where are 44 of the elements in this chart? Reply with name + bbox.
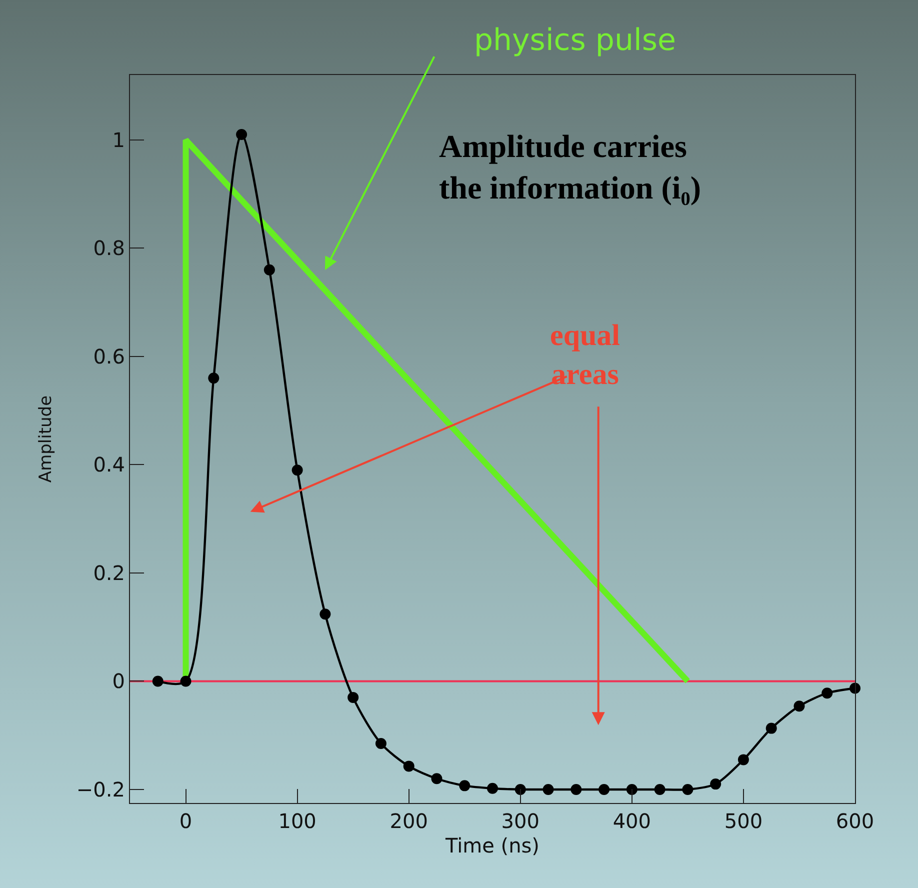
point (292, 464, 303, 476)
point (403, 760, 414, 772)
point (514, 784, 526, 795)
y-tick-label: 0 (112, 669, 125, 694)
x-tick-label: 500 (724, 809, 763, 833)
point (431, 773, 442, 784)
point (375, 738, 386, 749)
point (459, 780, 470, 792)
point (320, 608, 331, 620)
point (682, 784, 694, 795)
x-tick-label: 0 (179, 809, 192, 833)
text: physics pulse (474, 23, 676, 58)
point (180, 676, 192, 687)
point (794, 700, 805, 712)
point (208, 372, 220, 384)
y-axis-title: Amplitude (36, 395, 56, 483)
point (822, 688, 833, 699)
x-axis-title: Time (ns) (444, 834, 540, 858)
x-tick-label: 300 (501, 809, 540, 833)
point (766, 722, 777, 734)
point (487, 782, 498, 794)
x-tick-label: 400 (612, 809, 652, 833)
x-tick-label: 200 (390, 809, 428, 833)
y-tick-label: 1 (112, 128, 125, 152)
point (236, 129, 248, 140)
point (710, 778, 722, 790)
y-tick-label: 0.2 (93, 560, 125, 585)
point (152, 676, 164, 687)
point (570, 784, 582, 795)
x-tick-label: 600 (836, 809, 874, 833)
point (738, 754, 749, 766)
y-tick-label: 0.4 (93, 452, 125, 477)
annotation: equal areas (550, 319, 620, 391)
point (542, 784, 554, 795)
point (626, 784, 638, 795)
annotation: Amplitude carries the information (i₀) (439, 128, 701, 206)
y-tick-label: 0.6 (93, 344, 125, 368)
point (264, 264, 275, 276)
point (348, 692, 359, 703)
y-tick-label: 0.8 (93, 236, 125, 260)
point (598, 784, 610, 795)
point (654, 784, 666, 795)
y-tick-label: −0.2 (76, 777, 125, 802)
x-tick-label: 100 (278, 809, 316, 833)
